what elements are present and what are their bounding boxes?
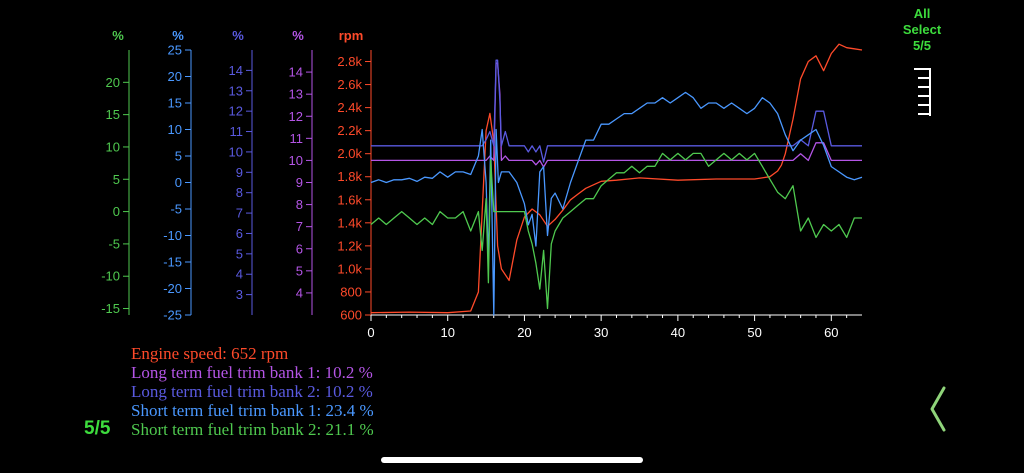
y-tick-label-ltft1: 4	[296, 285, 303, 300]
y-tick-label-rpm: 2.4k	[337, 100, 362, 115]
y-tick-label-rpm: 2.6k	[337, 77, 362, 92]
series-lines	[370, 43, 863, 316]
x-tick-label: 0	[367, 325, 374, 340]
y-tick-label-ltft1: 13	[289, 87, 303, 102]
y-tick-label-rpm: 600	[340, 308, 362, 323]
y-axis-unit-stft1: %	[172, 28, 184, 43]
y-tick-label-rpm: 1.2k	[337, 238, 362, 253]
y-tick-label-rpm: 1.0k	[337, 261, 362, 276]
y-tick-label-rpm: 2.2k	[337, 123, 362, 138]
y-tick-label-stft1: -20	[163, 281, 182, 296]
y-tick-label-stft1: -25	[163, 308, 182, 323]
y-tick-label-ltft2: 14	[229, 63, 243, 78]
y-tick-label-ltft2: 8	[236, 185, 243, 200]
y-tick-label-stft1: -5	[170, 202, 182, 217]
y-tick-label-ltft1: 6	[296, 241, 303, 256]
home-indicator[interactable]	[381, 457, 643, 463]
y-tick-label-ltft2: 7	[236, 206, 243, 221]
select-label: All	[913, 6, 931, 21]
legend-stft-bank1: Short term fuel trim bank 1: 23.4 %	[131, 401, 374, 420]
y-axis-ltft2: % 3 4 5 6 7 8 9 10 11 12 13 14	[229, 28, 253, 315]
x-tick-label: 20	[517, 325, 531, 340]
x-tick-label: 10	[440, 325, 454, 340]
y-tick-label-stft2: -15	[101, 301, 120, 316]
y-axis-stft2: % -15 -10 -5 0 5 10 15 20	[101, 28, 130, 316]
x-tick-label: 40	[671, 325, 685, 340]
y-tick-label-stft2: 0	[113, 204, 120, 219]
y-tick-label-stft1: 20	[168, 69, 182, 84]
series-line-rpm	[370, 43, 863, 314]
page-indicator: 5/5	[84, 418, 111, 439]
chevron-left-icon[interactable]	[924, 384, 954, 434]
all-select-button[interactable]: All Select 5/5	[890, 6, 954, 54]
y-tick-label-stft1: 25	[168, 43, 182, 58]
legend-stft-bank2: Short term fuel trim bank 2: 21.1 %	[131, 420, 374, 439]
select-count: 5/5	[912, 38, 932, 53]
series-line-stft2	[370, 152, 862, 310]
y-tick-label-stft1: -10	[163, 228, 182, 243]
y-tick-label-ltft2: 4	[236, 267, 243, 282]
legend-ltft-bank1: Long term fuel trim bank 1: 10.2 %	[131, 363, 373, 382]
y-axis-rpm: rpm 600 800 1.0k 1.2k 1.4k 1.6k 1.8k 2.0k 2.2k 2.4…	[337, 28, 372, 323]
y-tick-label-stft2: 5	[113, 172, 120, 187]
y-tick-label-ltft2: 6	[236, 226, 243, 241]
y-tick-label-rpm: 1.4k	[337, 215, 362, 230]
y-tick-label-stft2: 15	[106, 107, 120, 122]
y-tick-label-rpm: 1.8k	[337, 169, 362, 184]
y-axis-unit-stft2: %	[112, 28, 124, 43]
y-axis-unit-ltft2: %	[232, 28, 244, 43]
y-tick-label-ltft2: 3	[236, 287, 243, 302]
y-tick-label-stft2: 20	[106, 75, 120, 90]
y-tick-label-ltft1: 9	[296, 175, 303, 190]
series-line-ltft2	[371, 59, 862, 163]
y-tick-label-ltft1: 5	[296, 263, 303, 278]
y-tick-label-ltft2: 10	[229, 144, 243, 159]
y-tick-label-stft1: 10	[168, 122, 182, 137]
y-tick-label-stft2: -10	[101, 269, 120, 284]
y-tick-label-stft1: 5	[175, 149, 182, 164]
y-tick-label-ltft2: 12	[229, 104, 243, 119]
y-tick-label-rpm: 2.8k	[337, 54, 362, 69]
select-label-2: Select	[902, 22, 942, 37]
y-tick-label-ltft1: 11	[290, 131, 304, 146]
y-tick-label-rpm: 800	[340, 284, 362, 299]
y-tick-label-rpm: 2.0k	[337, 146, 362, 161]
y-tick-label-ltft1: 10	[289, 153, 303, 168]
y-tick-label-stft2: -5	[108, 236, 120, 251]
x-tick-label: 60	[824, 325, 838, 340]
y-tick-label-ltft1: 12	[289, 109, 303, 124]
y-axis-unit-ltft1: %	[292, 28, 304, 43]
ruler-icon[interactable]	[912, 66, 934, 118]
y-axis-stft1: % -25 -20 -15 -10 -5 0 5 10 15 20 25	[163, 28, 192, 323]
legend-ltft-bank2: Long term fuel trim bank 2: 10.2 %	[131, 382, 373, 401]
x-axis: 0 10 20 30 40 50 60	[367, 314, 862, 340]
y-axis-ltft1: % 4 5 6 7 8 9 10 11 12 13 14	[289, 28, 313, 315]
y-tick-label-rpm: 1.6k	[337, 192, 362, 207]
y-tick-label-ltft2: 11	[230, 124, 244, 139]
y-tick-label-ltft2: 13	[229, 83, 243, 98]
x-tick-label: 50	[747, 325, 761, 340]
y-tick-label-ltft2: 9	[236, 165, 243, 180]
y-tick-label-stft1: 0	[175, 175, 182, 190]
y-tick-label-stft1: -15	[163, 255, 182, 270]
legend: Engine speed: 652 rpm Long term fuel tri…	[131, 344, 374, 439]
y-axes: % -15 -10 -5 0 5 10 15 20% -25 -20 -15 -10 -5 0 5 10 15 20…	[101, 28, 372, 323]
series-line-stft1	[370, 91, 863, 316]
y-tick-label-stft1: 15	[168, 96, 182, 111]
y-tick-label-ltft1: 8	[296, 197, 303, 212]
y-tick-label-stft2: 10	[106, 139, 120, 154]
y-axis-unit-rpm: rpm	[339, 28, 364, 43]
series-line-ltft1	[371, 62, 862, 168]
x-tick-label: 30	[594, 325, 608, 340]
y-tick-label-ltft2: 5	[236, 246, 243, 261]
y-tick-label-ltft1: 7	[296, 219, 303, 234]
legend-engine-speed: Engine speed: 652 rpm	[131, 344, 289, 363]
y-tick-label-ltft1: 14	[289, 65, 303, 80]
